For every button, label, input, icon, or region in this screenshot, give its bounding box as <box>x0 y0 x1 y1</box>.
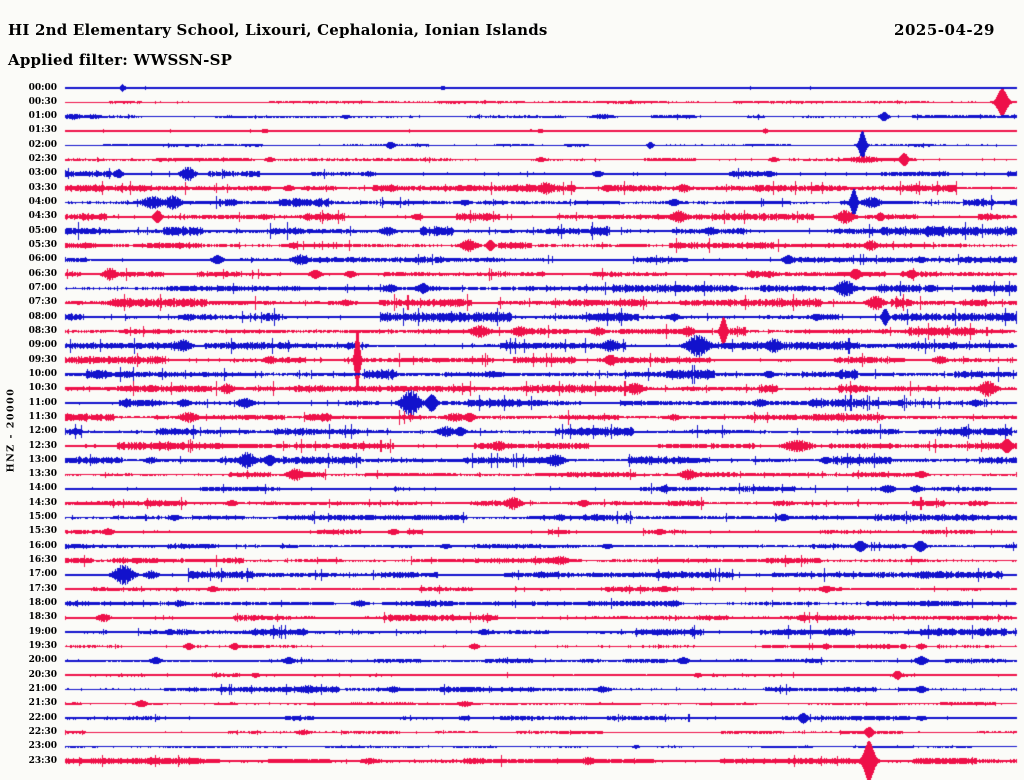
seismogram-traces <box>0 0 1024 780</box>
helicorder-page: HI 2nd Elementary School, Lixouri, Cepha… <box>0 0 1024 780</box>
